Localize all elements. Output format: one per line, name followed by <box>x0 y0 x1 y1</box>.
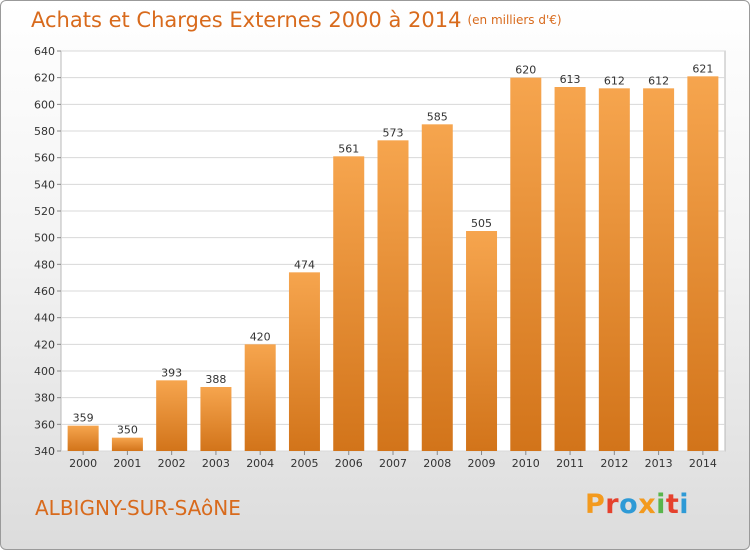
y-tick-label: 560 <box>34 152 55 165</box>
data-label: 612 <box>604 74 625 87</box>
y-tick-label: 620 <box>34 72 55 85</box>
bar <box>156 380 188 451</box>
bar <box>111 437 143 451</box>
data-label: 621 <box>692 62 713 75</box>
y-tick-label: 580 <box>34 125 55 138</box>
data-label: 393 <box>161 366 182 379</box>
chart-title: Achats et Charges Externes 2000 à 2014 (e… <box>31 8 562 32</box>
x-tick-label: 2014 <box>689 457 717 470</box>
logo-letter: r <box>605 489 620 520</box>
bar <box>288 272 320 451</box>
x-tick-label: 2008 <box>423 457 451 470</box>
bar <box>200 387 232 451</box>
y-tick-label: 400 <box>34 365 55 378</box>
x-tick-label: 2009 <box>468 457 496 470</box>
data-label: 420 <box>250 330 271 343</box>
chart-unit: (en milliers d'€) <box>467 13 562 27</box>
logo-letter: o <box>619 489 639 520</box>
proxiti-logo: Proxiti <box>585 489 689 520</box>
bar <box>687 76 719 451</box>
data-label: 474 <box>294 258 315 271</box>
bar <box>377 140 409 452</box>
y-tick-label: 360 <box>34 418 55 431</box>
y-tick-label: 600 <box>34 98 55 111</box>
bar <box>510 77 542 452</box>
y-tick-label: 440 <box>34 312 55 325</box>
bar <box>67 425 99 451</box>
bar <box>333 156 365 452</box>
data-label: 573 <box>383 126 404 139</box>
y-tick-label: 460 <box>34 285 55 298</box>
chart-title-text: Achats et Charges Externes 2000 à 2014 <box>31 8 462 32</box>
logo-letter: i <box>656 489 666 520</box>
x-tick-label: 2004 <box>246 457 274 470</box>
y-tick-label: 340 <box>34 445 55 458</box>
data-label: 388 <box>205 373 226 386</box>
data-label: 505 <box>471 217 492 230</box>
data-label: 613 <box>560 73 581 86</box>
logo-letter: x <box>638 489 657 520</box>
y-tick-label: 500 <box>34 232 55 245</box>
data-label: 585 <box>427 110 448 123</box>
bar <box>554 87 586 451</box>
x-tick-label: 2011 <box>556 457 584 470</box>
x-tick-label: 2012 <box>600 457 628 470</box>
y-tick-label: 640 <box>34 45 55 58</box>
x-tick-label: 2006 <box>335 457 363 470</box>
x-tick-label: 2013 <box>645 457 673 470</box>
bar <box>598 88 630 451</box>
x-tick-label: 2007 <box>379 457 407 470</box>
y-tick-label: 540 <box>34 178 55 191</box>
x-tick-label: 2003 <box>202 457 230 470</box>
x-tick-label: 2000 <box>69 457 97 470</box>
bar <box>643 88 675 451</box>
logo-letter: t <box>665 489 680 520</box>
x-tick-label: 2010 <box>512 457 540 470</box>
data-label: 620 <box>515 64 536 77</box>
y-tick-label: 520 <box>34 205 55 218</box>
y-tick-label: 420 <box>34 338 55 351</box>
x-tick-label: 2002 <box>158 457 186 470</box>
bar <box>421 124 453 451</box>
data-label: 561 <box>338 142 359 155</box>
bar <box>466 231 498 451</box>
logo-letter: i <box>679 489 690 520</box>
logo-letter: P <box>585 489 606 520</box>
commune-name: ALBIGNY-SUR-SAôNE <box>35 496 241 520</box>
bar <box>244 344 276 451</box>
y-tick-label: 380 <box>34 392 55 405</box>
x-tick-label: 2005 <box>290 457 318 470</box>
data-label: 359 <box>73 412 94 425</box>
data-label: 612 <box>648 74 669 87</box>
y-tick-label: 480 <box>34 258 55 271</box>
data-label: 350 <box>117 424 138 437</box>
x-tick-label: 2001 <box>113 457 141 470</box>
